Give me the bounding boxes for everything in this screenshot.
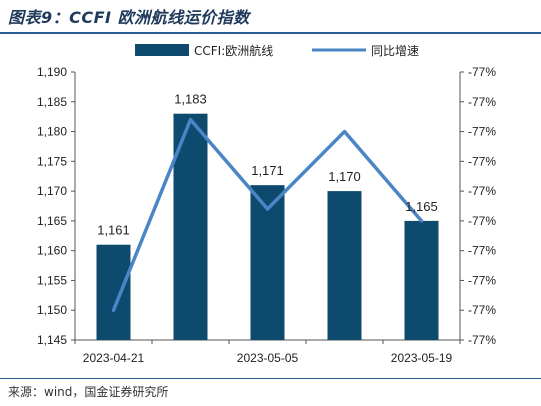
left-tick-label: 1,180 (37, 125, 67, 139)
right-tick-label: -77% (468, 303, 496, 317)
source-divider (0, 378, 541, 379)
left-tick-label: 1,145 (37, 333, 67, 347)
left-tick-label: 1,155 (37, 273, 67, 287)
right-tick-label: -77% (468, 214, 496, 228)
bar (404, 220, 439, 340)
right-tick-label: -77% (468, 244, 496, 258)
legend-line-label: 同比增速 (371, 44, 419, 58)
axes: 1,190 1,185 1,180 1,175 1,170 1,165 1,160 1,155… (37, 65, 496, 365)
bar (250, 185, 285, 340)
right-tick-label: -77% (468, 65, 496, 79)
legend-bar-swatch (135, 44, 189, 56)
bar (96, 244, 131, 340)
data-labels: 1,161 1,183 1,171 1,170 1,165 (97, 92, 438, 238)
bar-value-label: 1,165 (405, 199, 438, 214)
right-tick-label: -77% (468, 273, 496, 287)
chart-svg: CCFI:欧洲航线 同比增速 1,190 1,185 1,180 1,175 1,170… (37, 43, 496, 365)
bar (327, 191, 362, 340)
legend-bar-label: CCFI:欧洲航线 (194, 43, 273, 58)
x-tick-label: 2023-05-05 (237, 351, 299, 365)
legend: CCFI:欧洲航线 同比增速 (135, 43, 419, 58)
left-tick-label: 1,170 (37, 184, 67, 198)
source-note: 来源：wind，国金证券研究所 (8, 385, 169, 399)
left-tick-label: 1,185 (37, 95, 67, 109)
right-tick-label: -77% (468, 184, 496, 198)
left-tick-label: 1,165 (37, 214, 67, 228)
left-tick-label: 1,160 (37, 244, 67, 258)
right-tick-label: -77% (468, 333, 496, 347)
bar-value-label: 1,161 (97, 223, 130, 238)
left-tick-label: 1,175 (37, 154, 67, 168)
x-tick-label: 2023-04-21 (83, 351, 145, 365)
left-tick-label: 1,190 (37, 65, 67, 79)
right-tick-label: -77% (468, 125, 496, 139)
bars (96, 113, 439, 340)
bar-value-label: 1,183 (174, 92, 207, 107)
x-tick-label: 2023-05-19 (391, 351, 453, 365)
title-divider (0, 32, 541, 34)
growth-line (111, 117, 424, 312)
right-tick-label: -77% (468, 154, 496, 168)
bar-value-label: 1,170 (328, 169, 361, 184)
right-tick-label: -77% (468, 95, 496, 109)
bar-value-label: 1,171 (251, 163, 284, 178)
chart-title: 图表9：CCFI 欧洲航线运价指数 (8, 8, 250, 27)
left-tick-label: 1,150 (37, 303, 67, 317)
